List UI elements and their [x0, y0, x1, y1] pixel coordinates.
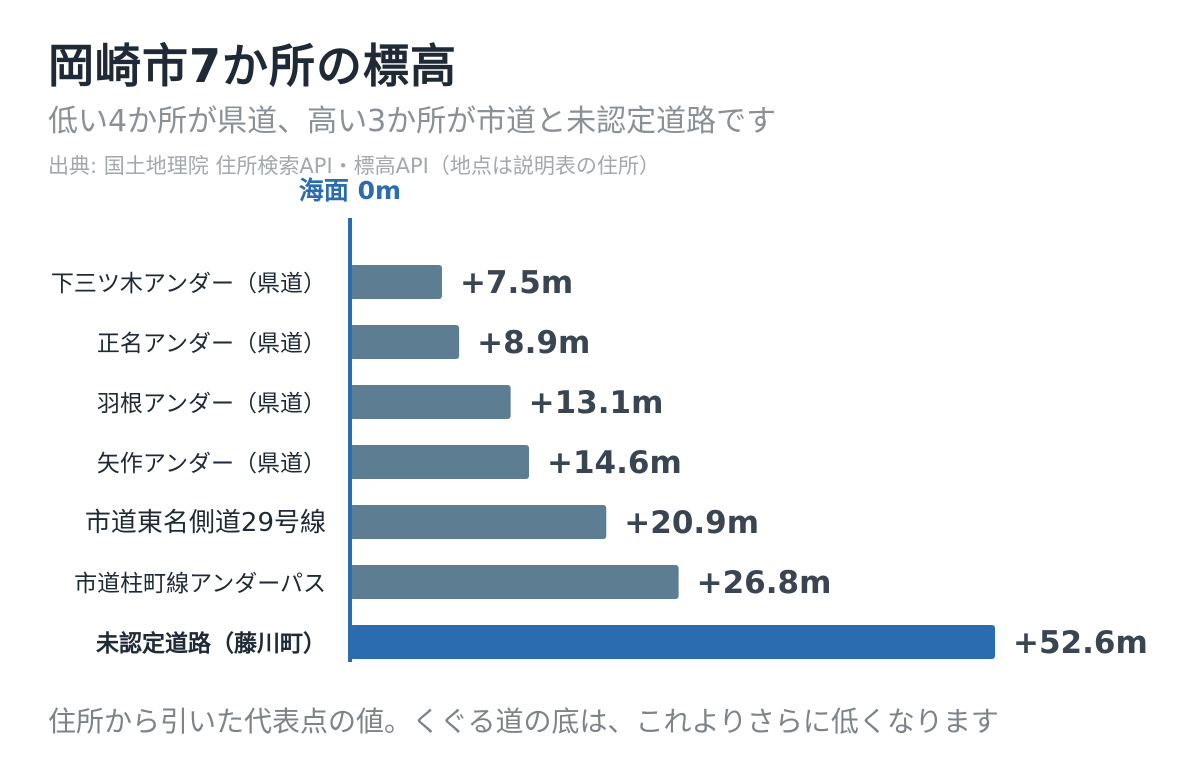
footnote: 住所から引いた代表点の値。くぐる道の底は、これよりさらに低くなります: [48, 705, 999, 738]
value-label: +14.6m: [547, 445, 682, 481]
source-note: 出典: 国土地理院 住所検索API・標高API（地点は説明表の住所）: [48, 154, 660, 178]
chart-subtitle: 低い4か所が県道、高い3か所が市道と未認定道路です: [48, 104, 777, 139]
category-label: 下三ツ木アンダー（県道）: [51, 271, 326, 297]
bar: [350, 445, 530, 479]
bar: [350, 625, 995, 659]
bar: [350, 325, 460, 359]
bar: [350, 265, 442, 299]
value-label: +8.9m: [477, 325, 590, 361]
value-label: +13.1m: [529, 385, 664, 421]
category-label: 正名アンダー（県道）: [97, 331, 326, 357]
value-label: +52.6m: [1013, 625, 1148, 661]
value-label: +7.5m: [460, 265, 573, 301]
category-label: 市道柱町線アンダーパス: [74, 571, 326, 597]
value-label: +20.9m: [624, 505, 759, 541]
bar: [350, 505, 607, 539]
category-label: 市道東名側道29号線: [85, 508, 326, 538]
chart-title: 岡崎市7か所の標高: [48, 39, 458, 93]
category-label: 羽根アンダー（県道）: [97, 391, 326, 417]
category-label: 矢作アンダー（県道）: [97, 451, 326, 477]
bar: [350, 565, 679, 599]
bars-group: 下三ツ木アンダー（県道） +7.5m 正名アンダー（県道） +8.9m 羽根アンダー（県…: [51, 265, 1148, 661]
value-label: +26.8m: [697, 565, 832, 601]
bar: [350, 385, 511, 419]
category-label: 未認定道路（藤川町）: [96, 630, 326, 657]
baseline-label: 海面 0m: [299, 176, 401, 205]
